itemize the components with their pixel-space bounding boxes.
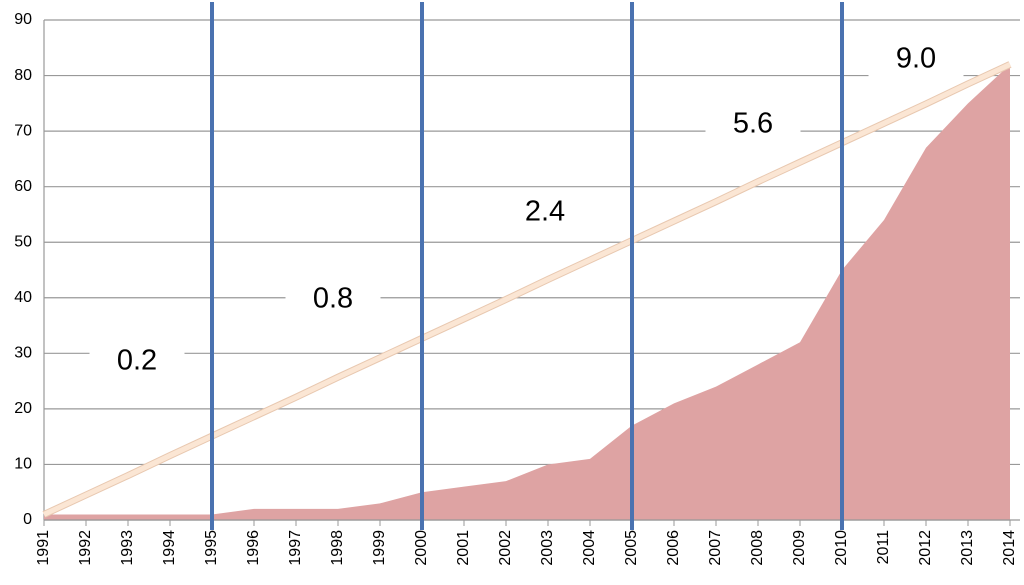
x-tick-label: 2005	[623, 530, 640, 566]
y-tick-label: 10	[14, 456, 32, 473]
x-tick-label: 2010	[833, 530, 850, 566]
x-tick-label: 2011	[875, 530, 892, 565]
y-tick-label: 40	[14, 289, 32, 306]
annotation: 0.2	[117, 345, 157, 377]
x-tick-label: 1995	[203, 530, 220, 566]
x-tick-label: 2004	[581, 530, 598, 566]
x-tick-label: 2009	[791, 530, 808, 566]
annotation: 0.8	[313, 283, 353, 315]
x-tick-label: 2014	[1001, 530, 1018, 566]
y-tick-label: 0	[23, 511, 32, 528]
x-tick-label: 2012	[917, 530, 934, 566]
x-tick-label: 1994	[161, 530, 178, 566]
x-tick-label: 2008	[749, 530, 766, 566]
y-tick-label: 30	[14, 345, 32, 362]
x-tick-label: 1997	[287, 530, 304, 566]
annotation-bg	[497, 193, 593, 233]
x-tick-label: 1993	[119, 530, 136, 566]
y-tick-label: 20	[14, 400, 32, 417]
x-tick-label: 2006	[665, 530, 682, 566]
area	[44, 64, 1010, 520]
x-tick-label: 1999	[371, 530, 388, 566]
x-tick-label: 2007	[707, 530, 724, 566]
annotation-bg	[285, 280, 381, 320]
annotation: 9.0	[896, 43, 936, 75]
x-tick-label: 2000	[413, 530, 430, 566]
y-tick-label: 70	[14, 122, 32, 139]
y-tick-label: 80	[14, 67, 32, 84]
annotation: 2.4	[525, 196, 565, 228]
x-tick-label: 1998	[329, 530, 346, 566]
y-tick-label: 50	[14, 233, 32, 250]
line	[42, 62, 1012, 517]
x-tick-label: 2002	[497, 530, 514, 566]
y-tick-label: 60	[14, 178, 32, 195]
annotation: 5.6	[733, 108, 773, 140]
x-tick-label: 1992	[77, 530, 94, 566]
x-tick-label: 2003	[539, 530, 556, 566]
annotation-bg	[868, 40, 964, 80]
annotation-bg	[89, 342, 185, 382]
annotation-bg	[705, 105, 801, 145]
x-tick-label: 1996	[245, 530, 262, 566]
x-tick-label: 2013	[959, 530, 976, 566]
y-tick-label: 90	[14, 11, 32, 28]
x-tick-label: 2001	[455, 530, 472, 566]
x-tick-label: 1991	[35, 530, 52, 566]
